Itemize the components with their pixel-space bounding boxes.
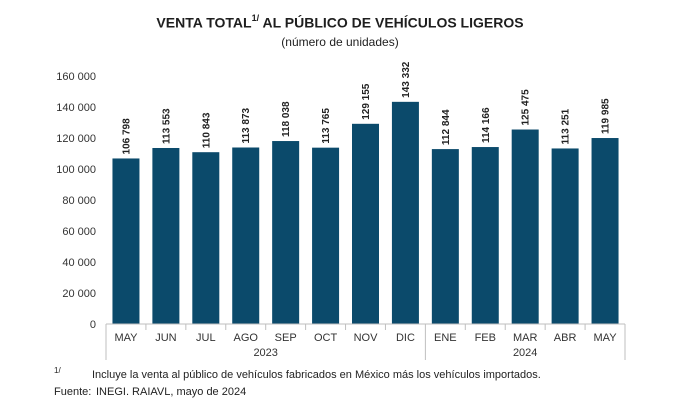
value-label: 110 843 (201, 112, 212, 148)
category-label: MAY (114, 332, 138, 344)
y-tick-label: 140 000 (56, 102, 96, 114)
bar (431, 149, 459, 324)
value-label: 129 155 (361, 83, 372, 120)
bar (112, 158, 140, 324)
value-label: 143 332 (401, 61, 412, 98)
bars (112, 101, 619, 324)
y-tick-label: 40 000 (62, 257, 96, 269)
value-label: 113 553 (161, 108, 172, 144)
chart-subtitle: (número de unidades) (281, 35, 399, 49)
value-labels: 106 798 113 553 110 843 113 873 118 038 113 7… (121, 61, 611, 154)
axis-lines (105, 323, 626, 360)
category-label: DIC (396, 332, 415, 344)
value-label: 112 844 (441, 109, 452, 145)
category-label: JUL (196, 332, 216, 344)
bar (192, 152, 220, 324)
y-axis-ticks: 0 20 000 40 000 60 000 80 000 100 000 120 000 1… (56, 71, 96, 331)
value-label: 119 985 (601, 98, 612, 134)
value-label: 106 798 (121, 118, 132, 155)
value-label: 114 166 (481, 107, 492, 143)
bar (591, 138, 619, 324)
bar (152, 147, 180, 324)
category-label: OCT (314, 332, 338, 344)
year-label: 2023 (253, 347, 277, 359)
bar (551, 148, 579, 324)
bar (232, 147, 260, 324)
category-label: JUN (155, 332, 176, 344)
category-label: AGO (234, 332, 259, 344)
source-text: INEGI. RAIAVL, mayo de 2024 (96, 386, 247, 398)
value-label: 125 475 (521, 89, 532, 126)
bar (312, 147, 340, 324)
y-tick-label: 20 000 (62, 288, 96, 300)
category-label: SEP (275, 332, 297, 344)
y-tick-label: 60 000 (62, 226, 96, 238)
y-tick-label: 160 000 (56, 71, 96, 83)
category-label: FEB (475, 332, 496, 344)
value-label: 113 765 (321, 108, 332, 144)
footnote-text: Incluye la venta al público de vehículos… (92, 369, 541, 381)
value-label: 113 873 (241, 107, 252, 143)
y-tick-label: 120 000 (56, 133, 96, 145)
category-label: MAY (594, 332, 618, 344)
chart-title: VENTA TOTAL1/ AL PÚBLICO DE VEHÍCULOS LI… (156, 13, 524, 31)
value-label: 113 251 (561, 108, 572, 144)
source-label: Fuente: (54, 386, 92, 398)
bar (511, 129, 539, 324)
category-labels: MAY JUN JUL AGO SEP OCT NOV DIC ENE FEB MAR ABR MAY (114, 332, 617, 344)
bar (391, 101, 419, 324)
y-tick-label: 80 000 (62, 195, 96, 207)
y-tick-label: 0 (90, 319, 96, 331)
category-label: MAR (513, 332, 538, 344)
category-label: ABR (554, 332, 577, 344)
value-label: 118 038 (281, 101, 292, 137)
bar (352, 123, 379, 324)
category-label: NOV (354, 332, 379, 344)
footnote-mark: 1/ (54, 366, 61, 375)
year-label: 2024 (513, 347, 537, 359)
bar (471, 147, 499, 324)
y-tick-label: 100 000 (56, 164, 96, 176)
bar (272, 141, 300, 324)
year-labels: 2023 2024 (253, 347, 537, 359)
category-label: ENE (434, 332, 457, 344)
